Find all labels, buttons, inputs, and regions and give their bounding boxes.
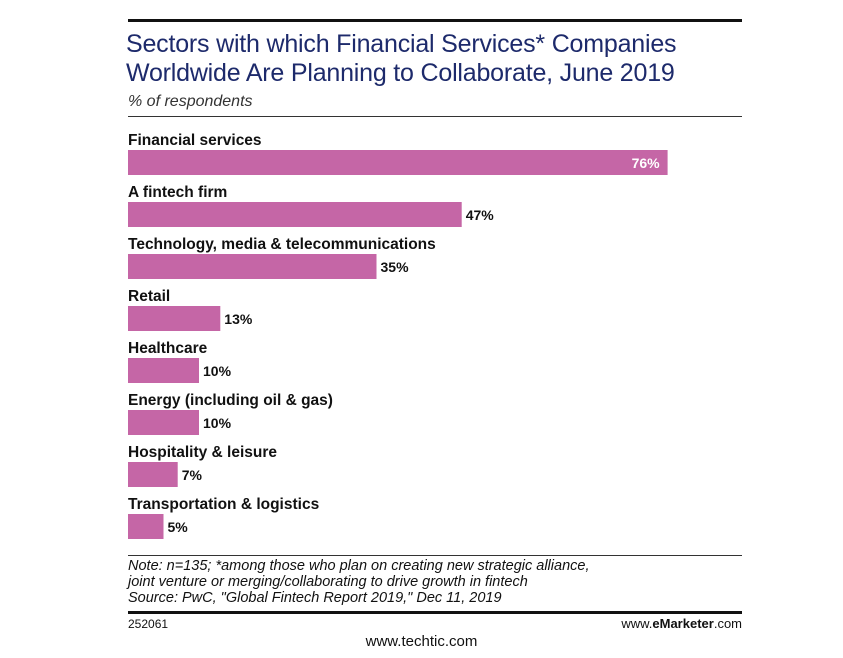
brand-link[interactable]: www.eMarketer.com — [621, 616, 742, 631]
category-label: Transportation & logistics — [128, 496, 319, 513]
chart-title: Sectors with which Financial Services* C… — [126, 30, 756, 88]
category-label: Hospitality & leisure — [128, 444, 277, 461]
top-rule — [128, 19, 742, 22]
value-label: 5% — [168, 519, 189, 535]
value-label: 76% — [632, 155, 661, 171]
category-label: Technology, media & telecommunications — [128, 236, 436, 253]
watermark: www.techtic.com — [365, 633, 478, 650]
category-label: Healthcare — [128, 340, 208, 357]
chart-id: 252061 — [128, 617, 169, 631]
bar — [128, 514, 164, 539]
note-line-2: joint venture or merging/collaborating t… — [128, 574, 528, 590]
category-label: A fintech firm — [128, 184, 227, 201]
chart-title-line-1: Sectors with which Financial Services* C… — [126, 30, 677, 58]
note-line-1: Note: n=135; *among those who plan on cr… — [128, 558, 590, 574]
value-label: 47% — [466, 207, 495, 223]
brand-prefix: www. — [621, 616, 653, 631]
chart-title-line-2: Worldwide Are Planning to Collaborate, J… — [126, 59, 675, 87]
bottom-rule — [128, 611, 742, 614]
value-label: 7% — [182, 467, 203, 483]
bar — [128, 202, 462, 227]
value-label: 35% — [381, 259, 410, 275]
subtitle-rule — [128, 116, 742, 117]
note-rule — [128, 555, 742, 556]
value-label: 10% — [203, 363, 232, 379]
bar-chart: Financial services 76% A fintech firm 47% Te… — [128, 132, 668, 539]
bar — [128, 410, 199, 435]
category-label: Retail — [128, 288, 170, 305]
category-label: Energy (including oil & gas) — [128, 392, 333, 409]
brand-name: eMarketer — [652, 616, 714, 631]
bar — [128, 358, 199, 383]
brand-suffix: .com — [713, 616, 742, 631]
bar — [128, 150, 668, 175]
bar — [128, 462, 178, 487]
chart-subtitle: % of respondents — [128, 93, 253, 110]
value-label: 13% — [224, 311, 253, 327]
value-label: 10% — [203, 415, 232, 431]
chart-notes: Note: n=135; *among those who plan on cr… — [128, 558, 758, 606]
bar — [128, 306, 221, 331]
bar — [128, 254, 377, 279]
category-label: Financial services — [128, 132, 262, 149]
source-line: Source: PwC, "Global Fintech Report 2019… — [128, 590, 502, 606]
